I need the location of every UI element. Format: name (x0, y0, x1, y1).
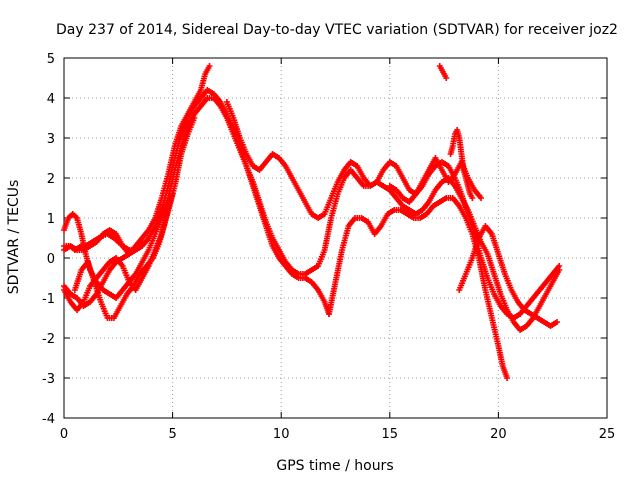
data-points (61, 63, 563, 381)
x-tick-label: 5 (168, 427, 176, 442)
series-trace-9 (456, 223, 561, 329)
x-tick-label: 25 (599, 427, 616, 442)
plot-frame (63, 57, 608, 419)
y-tick-label: 0 (47, 252, 55, 267)
series-trace-5 (71, 191, 176, 321)
data-point (169, 191, 176, 197)
y-tick-label: -4 (42, 412, 55, 427)
data-point (504, 375, 511, 381)
x-tick-label: 15 (382, 427, 399, 442)
series-trace-10 (436, 63, 450, 81)
x-tick-label: 20 (490, 427, 507, 442)
data-point (554, 319, 561, 325)
y-tick-label: 3 (47, 132, 55, 147)
y-axis-label: SDTVAR / TECUs (6, 180, 22, 295)
y-tick-label: 1 (47, 212, 55, 227)
y-tick-label: 5 (47, 52, 55, 67)
y-tick-label: 4 (47, 92, 55, 107)
data-point (478, 195, 485, 201)
y-tick-label: -1 (42, 292, 55, 307)
x-axis-label: GPS time / hours (276, 458, 393, 474)
data-point (556, 263, 563, 269)
series-trace-2 (61, 95, 563, 333)
axes: 0 5 10 15 20 25 -4 -3 -2 -1 0 1 2 3 4 5 (42, 52, 615, 442)
y-tick-label: -3 (42, 372, 55, 387)
y-tick-label: -2 (42, 332, 55, 347)
data-point (206, 63, 213, 69)
series-trace-6 (61, 227, 146, 257)
chart-title: Day 237 of 2014, Sidereal Day-to-day VTE… (56, 22, 618, 38)
y-tick-label: 2 (47, 172, 55, 187)
data-point (469, 195, 476, 201)
data-point (139, 239, 146, 245)
series-trace-8 (325, 195, 511, 381)
data-point (443, 75, 450, 81)
x-tick-label: 0 (60, 427, 68, 442)
data-point (191, 115, 198, 121)
x-tick-label: 10 (273, 427, 290, 442)
series-trace-12 (386, 155, 485, 205)
